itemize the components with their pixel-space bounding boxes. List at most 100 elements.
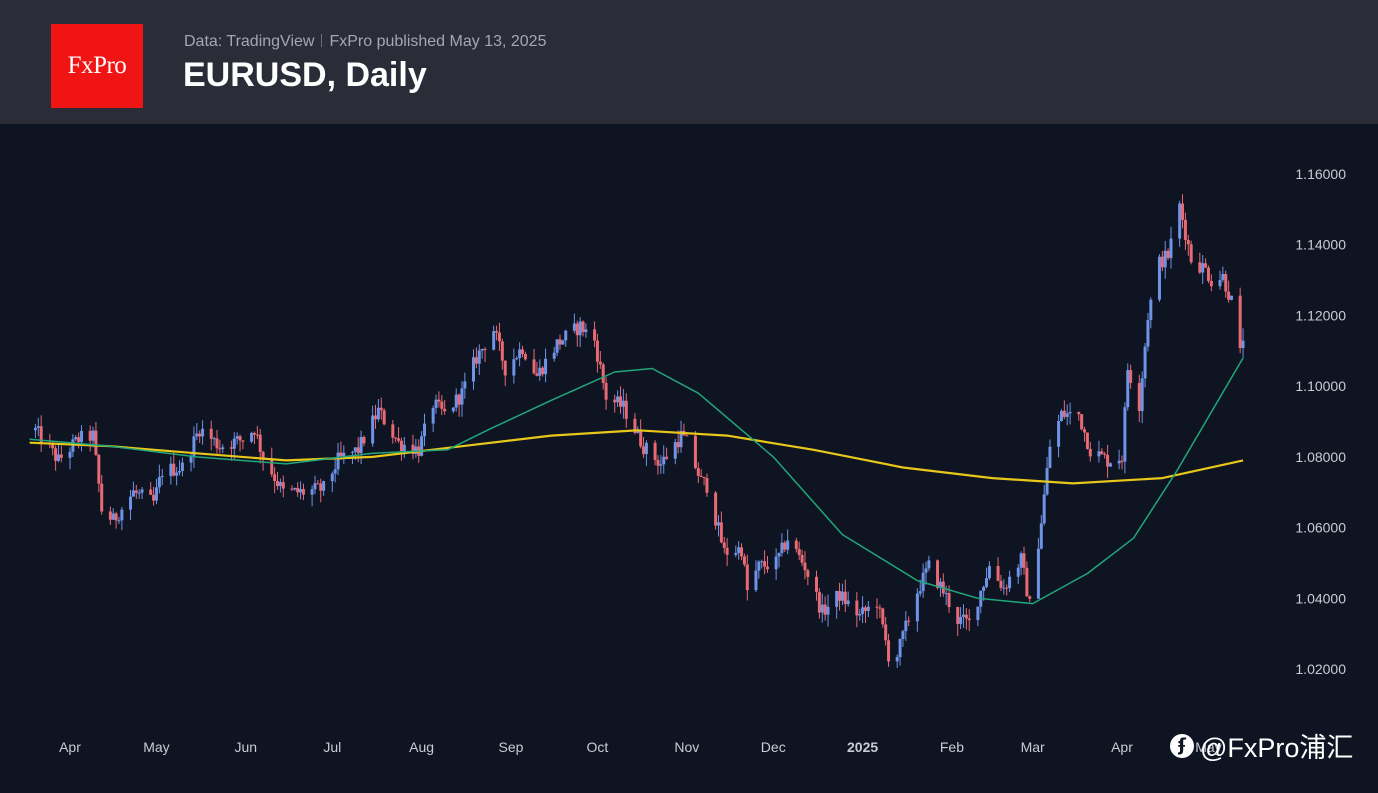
candle-body (39, 426, 43, 444)
candle-body (356, 447, 360, 454)
candle-body (817, 591, 821, 613)
candle-body (1108, 463, 1112, 467)
candle-body (316, 483, 320, 485)
candle-body (503, 360, 507, 376)
x-tick-label: Feb (940, 739, 964, 755)
candle-body (1019, 553, 1023, 568)
candle-body (1201, 263, 1205, 273)
candle-body (255, 434, 259, 436)
candle-body (201, 428, 205, 437)
candle-body (982, 586, 986, 591)
candle-body (1065, 413, 1069, 417)
candle-body (1218, 279, 1222, 287)
candle-body (154, 487, 158, 501)
candle-body (1206, 267, 1210, 281)
candle-body (293, 487, 297, 490)
candle-body (359, 437, 363, 454)
candle-body (881, 608, 885, 625)
candle-body (276, 481, 280, 487)
candle-body (172, 463, 176, 476)
candle-body (1036, 548, 1040, 599)
candle-body (564, 330, 568, 341)
candle-body (1230, 295, 1234, 300)
candle-body (229, 447, 233, 449)
moving-average-long-line (29, 429, 1244, 485)
candle-body (613, 399, 617, 403)
candle-body (936, 560, 940, 588)
candle-body (653, 442, 657, 460)
candle-body (924, 568, 928, 573)
candle-body (1059, 410, 1063, 421)
candle-body (835, 590, 839, 607)
candle-body (443, 408, 447, 412)
candle-body (1224, 273, 1228, 292)
candle-body (1169, 238, 1173, 259)
candle-body (621, 400, 625, 407)
candle-body (725, 547, 729, 555)
candle-body (313, 483, 317, 490)
candle-body (544, 358, 548, 375)
candle-body (722, 542, 726, 548)
candle-body (521, 349, 525, 354)
candle-body (1198, 262, 1202, 273)
candle-body (100, 483, 104, 512)
weibo-icon: ʄ (1170, 733, 1194, 758)
x-tick-label: Sep (499, 739, 524, 755)
candle-body (215, 438, 219, 449)
y-tick-label: 1.08000 (1295, 449, 1346, 465)
candle-body (209, 428, 213, 439)
candle-body (195, 433, 199, 437)
candle-body (492, 331, 496, 350)
candle-body (616, 396, 620, 403)
candle-body (846, 600, 850, 605)
candle-body (1238, 295, 1242, 349)
candle-body (1126, 370, 1130, 408)
candle-body (794, 540, 798, 550)
candle-body (379, 407, 383, 411)
candle-body (374, 415, 378, 420)
candle-body (431, 408, 435, 424)
candle-body (278, 482, 282, 487)
candle-body (823, 604, 827, 615)
candle-body (1160, 256, 1164, 268)
candle-body (947, 593, 951, 608)
candle-body (659, 464, 663, 466)
candle-body (584, 329, 588, 333)
candle-body (898, 639, 902, 658)
candle-body (221, 447, 225, 450)
published-label: FxPro published May 13, 2025 (329, 33, 547, 50)
candle-body (218, 448, 222, 450)
x-tick-label: Mar (1021, 739, 1045, 755)
candle-body (1085, 432, 1089, 449)
candle-body (1042, 494, 1046, 524)
candle-body (252, 432, 256, 435)
candle-body (54, 448, 58, 461)
candle-body (826, 606, 830, 615)
candle-body (1146, 320, 1150, 347)
candle-body (336, 452, 340, 470)
chart-title: EURUSD, Daily (183, 56, 427, 94)
candle-body (895, 657, 899, 662)
candle-body (480, 348, 484, 351)
chart-header: FxPro Data: TradingView FxPro published M… (0, 0, 1378, 124)
candle-body (1083, 429, 1087, 433)
candle-body (232, 438, 236, 449)
candle-body (111, 513, 115, 520)
candle-body (1022, 553, 1026, 568)
candle-body (437, 399, 441, 402)
candle-body (472, 357, 476, 382)
candle-body (959, 616, 963, 624)
candle-body (907, 620, 911, 622)
candle-body (999, 580, 1003, 588)
x-tick-label: Jun (235, 739, 258, 755)
x-tick-label: Apr (59, 739, 81, 755)
candle-body (656, 459, 660, 466)
candle-body (863, 607, 867, 611)
candle-body (1241, 340, 1245, 349)
x-tick-label: Apr (1111, 739, 1133, 755)
chart-meta: Data: TradingView FxPro published May 13,… (184, 33, 546, 51)
candle-body (258, 434, 262, 452)
candle-body (838, 590, 842, 601)
candle-body (774, 556, 778, 570)
candle-body (644, 442, 648, 455)
